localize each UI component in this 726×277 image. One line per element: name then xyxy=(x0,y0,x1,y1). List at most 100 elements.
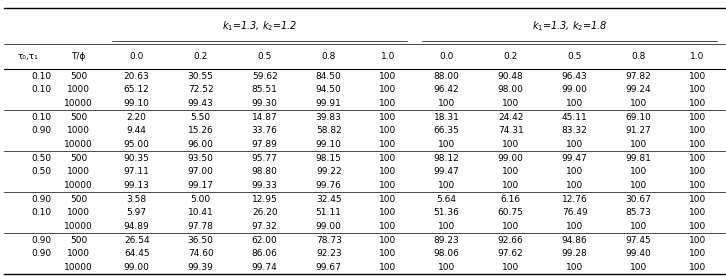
Text: 100: 100 xyxy=(566,181,583,190)
Text: τ₀,τ₁: τ₀,τ₁ xyxy=(17,52,38,61)
Text: 0.0: 0.0 xyxy=(129,52,144,61)
Text: 0.0: 0.0 xyxy=(439,52,454,61)
Text: 99.00: 99.00 xyxy=(316,222,342,231)
Text: 69.10: 69.10 xyxy=(626,112,651,122)
Text: 96.42: 96.42 xyxy=(434,85,460,94)
Text: 39.83: 39.83 xyxy=(316,112,342,122)
Text: 100: 100 xyxy=(689,194,706,204)
Text: 99.13: 99.13 xyxy=(123,181,150,190)
Text: 12.76: 12.76 xyxy=(562,194,587,204)
Text: 3.58: 3.58 xyxy=(126,194,147,204)
Text: 1000: 1000 xyxy=(67,167,90,176)
Text: 100: 100 xyxy=(566,167,583,176)
Text: 100: 100 xyxy=(630,99,648,108)
Text: 100: 100 xyxy=(630,140,648,149)
Text: 99.00: 99.00 xyxy=(498,153,523,163)
Text: 10000: 10000 xyxy=(64,222,93,231)
Text: 60.75: 60.75 xyxy=(498,208,523,217)
Text: 2.20: 2.20 xyxy=(127,112,147,122)
Text: 62.00: 62.00 xyxy=(252,235,277,245)
Text: 97.78: 97.78 xyxy=(188,222,213,231)
Text: 91.27: 91.27 xyxy=(626,126,651,135)
Text: 59.62: 59.62 xyxy=(252,71,277,81)
Text: 99.00: 99.00 xyxy=(562,85,587,94)
Text: 100: 100 xyxy=(689,235,706,245)
Text: 500: 500 xyxy=(70,235,87,245)
Text: 32.45: 32.45 xyxy=(316,194,341,204)
Text: 100: 100 xyxy=(689,222,706,231)
Text: 100: 100 xyxy=(379,235,396,245)
Text: 0.5: 0.5 xyxy=(568,52,582,61)
Text: 66.35: 66.35 xyxy=(433,126,460,135)
Text: 0.10: 0.10 xyxy=(31,208,51,217)
Text: 84.50: 84.50 xyxy=(316,71,342,81)
Text: 64.45: 64.45 xyxy=(124,249,150,258)
Text: 96.00: 96.00 xyxy=(188,140,213,149)
Text: 100: 100 xyxy=(379,181,396,190)
Text: 100: 100 xyxy=(502,99,519,108)
Text: 6.16: 6.16 xyxy=(500,194,521,204)
Text: 0.8: 0.8 xyxy=(322,52,336,61)
Text: 76.49: 76.49 xyxy=(562,208,587,217)
Text: 97.32: 97.32 xyxy=(252,222,277,231)
Text: 100: 100 xyxy=(438,222,455,231)
Text: 45.11: 45.11 xyxy=(562,112,587,122)
Text: 100: 100 xyxy=(502,167,519,176)
Text: 100: 100 xyxy=(438,140,455,149)
Text: 5.50: 5.50 xyxy=(191,112,211,122)
Text: 0.90: 0.90 xyxy=(31,194,51,204)
Text: 100: 100 xyxy=(379,263,396,272)
Text: 95.00: 95.00 xyxy=(123,140,150,149)
Text: 98.12: 98.12 xyxy=(433,153,460,163)
Text: 99.74: 99.74 xyxy=(252,263,277,272)
Text: 100: 100 xyxy=(379,208,396,217)
Text: 14.87: 14.87 xyxy=(252,112,277,122)
Text: 83.32: 83.32 xyxy=(562,126,587,135)
Text: 85.73: 85.73 xyxy=(626,208,651,217)
Text: 100: 100 xyxy=(566,263,583,272)
Text: 0.10: 0.10 xyxy=(31,85,51,94)
Text: 99.40: 99.40 xyxy=(626,249,651,258)
Text: 58.82: 58.82 xyxy=(316,126,342,135)
Text: 94.89: 94.89 xyxy=(124,222,150,231)
Text: 94.86: 94.86 xyxy=(562,235,587,245)
Text: 1.0: 1.0 xyxy=(690,52,705,61)
Text: 99.17: 99.17 xyxy=(188,181,213,190)
Text: 100: 100 xyxy=(379,140,396,149)
Text: 1000: 1000 xyxy=(67,208,90,217)
Text: 10000: 10000 xyxy=(64,99,93,108)
Text: 1000: 1000 xyxy=(67,126,90,135)
Text: 100: 100 xyxy=(379,71,396,81)
Text: 99.81: 99.81 xyxy=(626,153,651,163)
Text: 100: 100 xyxy=(689,249,706,258)
Text: 100: 100 xyxy=(689,85,706,94)
Text: 90.48: 90.48 xyxy=(498,71,523,81)
Text: 100: 100 xyxy=(689,181,706,190)
Text: 99.47: 99.47 xyxy=(562,153,587,163)
Text: 36.50: 36.50 xyxy=(188,235,213,245)
Text: 98.80: 98.80 xyxy=(252,167,277,176)
Text: 12.95: 12.95 xyxy=(252,194,277,204)
Text: 100: 100 xyxy=(689,140,706,149)
Text: 100: 100 xyxy=(566,99,583,108)
Text: 100: 100 xyxy=(689,167,706,176)
Text: 1000: 1000 xyxy=(67,249,90,258)
Text: 0.5: 0.5 xyxy=(258,52,272,61)
Text: 26.54: 26.54 xyxy=(124,235,150,245)
Text: 100: 100 xyxy=(502,181,519,190)
Text: 97.00: 97.00 xyxy=(188,167,213,176)
Text: 24.42: 24.42 xyxy=(498,112,523,122)
Text: 97.89: 97.89 xyxy=(252,140,277,149)
Text: 100: 100 xyxy=(379,99,396,108)
Text: 100: 100 xyxy=(379,249,396,258)
Text: 0.10: 0.10 xyxy=(31,71,51,81)
Text: 500: 500 xyxy=(70,112,87,122)
Text: 18.31: 18.31 xyxy=(433,112,460,122)
Text: 30.55: 30.55 xyxy=(188,71,213,81)
Text: 15.26: 15.26 xyxy=(188,126,213,135)
Text: 97.82: 97.82 xyxy=(626,71,651,81)
Text: 30.67: 30.67 xyxy=(626,194,651,204)
Text: 500: 500 xyxy=(70,153,87,163)
Text: 88.00: 88.00 xyxy=(433,71,460,81)
Text: 100: 100 xyxy=(630,263,648,272)
